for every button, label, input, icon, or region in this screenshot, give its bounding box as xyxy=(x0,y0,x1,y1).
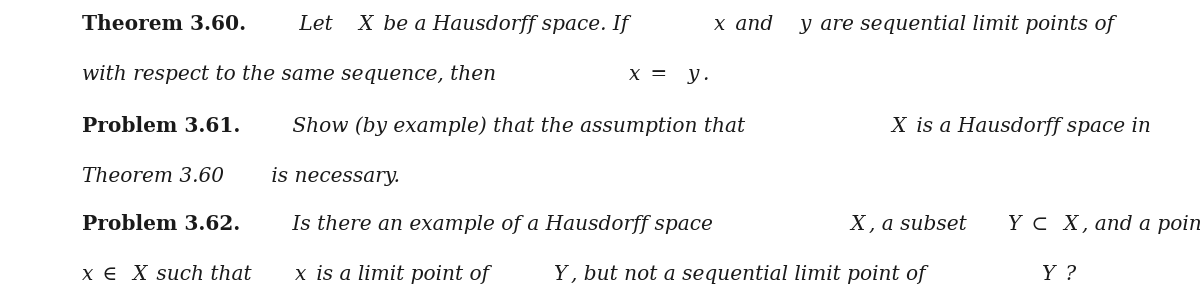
Text: y: y xyxy=(799,15,811,34)
Text: Y: Y xyxy=(1043,265,1056,284)
Text: y: y xyxy=(688,65,698,84)
Text: Y: Y xyxy=(554,265,568,284)
Text: is a Hausdorff space in: is a Hausdorff space in xyxy=(911,117,1151,136)
Text: and: and xyxy=(730,15,784,34)
Text: =: = xyxy=(644,65,678,84)
Text: with respect to the same sequence, then: with respect to the same sequence, then xyxy=(82,65,506,84)
Text: x: x xyxy=(629,65,641,84)
Text: Theorem 3.60.: Theorem 3.60. xyxy=(82,14,246,34)
Text: x: x xyxy=(82,265,92,284)
Text: Problem 3.62.: Problem 3.62. xyxy=(82,214,240,234)
Text: , and a point: , and a point xyxy=(1082,215,1200,234)
Text: be a Hausdorff space. If: be a Hausdorff space. If xyxy=(377,15,638,34)
Text: x: x xyxy=(714,15,726,34)
Text: are sequential limit points of: are sequential limit points of xyxy=(814,15,1124,34)
Text: X: X xyxy=(850,215,864,234)
Text: ?: ? xyxy=(1060,265,1076,284)
Text: is a limit point of: is a limit point of xyxy=(310,265,499,284)
Text: Y: Y xyxy=(1008,215,1021,234)
Text: X: X xyxy=(358,15,372,34)
Text: x: x xyxy=(295,265,306,284)
Text: Theorem 3.60: Theorem 3.60 xyxy=(82,167,223,186)
Text: Is there an example of a Hausdorff space: Is there an example of a Hausdorff space xyxy=(286,215,724,234)
Text: X: X xyxy=(1063,215,1078,234)
Text: X: X xyxy=(892,117,906,136)
Text: such that: such that xyxy=(150,265,263,284)
Text: .: . xyxy=(702,65,708,84)
Text: Let: Let xyxy=(293,15,343,34)
Text: X: X xyxy=(132,265,146,284)
Text: , a subset: , a subset xyxy=(869,215,977,234)
Text: ⊂: ⊂ xyxy=(1025,215,1055,234)
Text: , but not a sequential limit point of: , but not a sequential limit point of xyxy=(571,265,936,284)
Text: Problem 3.61.: Problem 3.61. xyxy=(82,116,240,136)
Text: is necessary.: is necessary. xyxy=(265,167,400,186)
Text: ∈: ∈ xyxy=(96,265,124,284)
Text: Show (by example) that the assumption that: Show (by example) that the assumption th… xyxy=(286,116,756,136)
